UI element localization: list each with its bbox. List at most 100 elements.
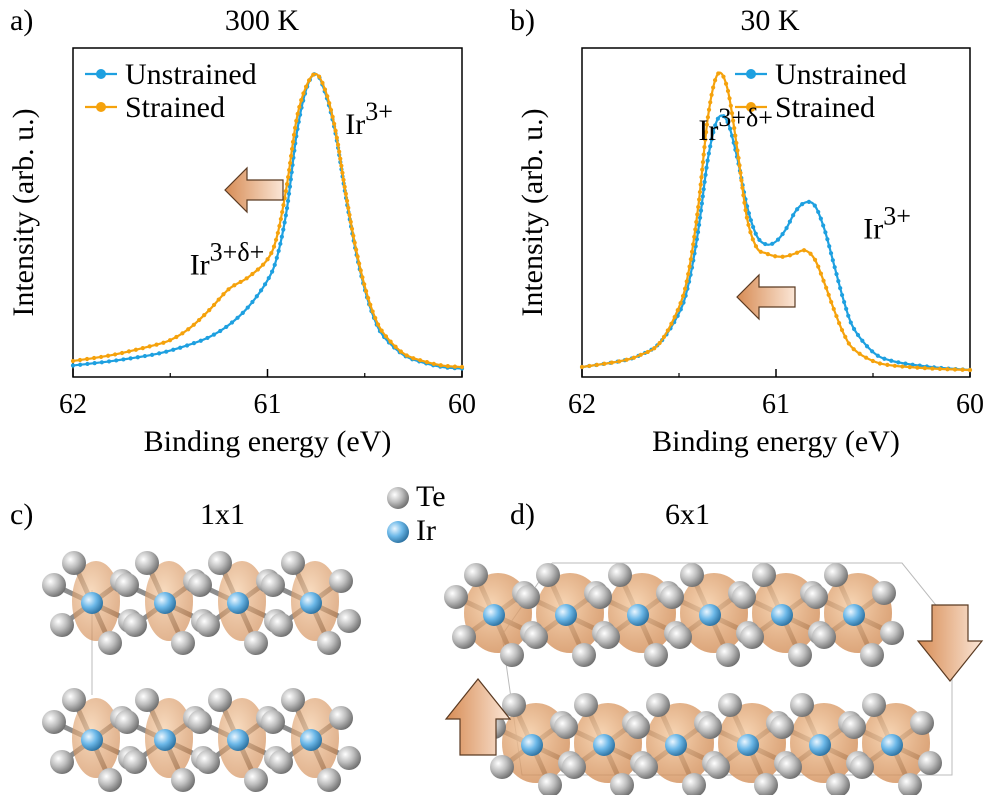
data-point-unstrained: [753, 231, 758, 236]
te-atom: [554, 715, 578, 739]
x-tick-label: 61: [762, 389, 790, 420]
data-point-strained: [459, 364, 465, 370]
data-point-unstrained: [787, 219, 792, 224]
te-atom: [42, 710, 66, 734]
panel-d-label: d): [510, 498, 535, 531]
te-atom: [244, 631, 268, 655]
data-point-unstrained: [274, 255, 279, 260]
data-point-unstrained: [696, 222, 702, 228]
panel-b-title: 30 K: [740, 4, 800, 37]
data-point-unstrained: [149, 352, 155, 357]
data-point-strained: [907, 365, 912, 370]
te-atom: [115, 573, 139, 597]
data-point-unstrained: [821, 223, 826, 228]
data-point-strained: [686, 271, 691, 277]
te-atom: [208, 688, 232, 712]
te-atom: [668, 625, 692, 649]
data-point-strained: [375, 322, 381, 327]
data-point-unstrained: [106, 359, 112, 364]
data-point-strained: [704, 122, 710, 127]
data-point-strained: [363, 289, 369, 294]
data-point-unstrained: [706, 151, 711, 156]
data-point-strained: [337, 149, 342, 154]
data-point-strained: [705, 115, 711, 120]
ir-atom: [555, 604, 577, 626]
data-point-strained: [327, 100, 332, 106]
te-atom: [804, 585, 828, 609]
te-atom: [778, 755, 802, 779]
data-point-strained: [238, 279, 243, 285]
data-point-strained: [645, 349, 650, 355]
ir-atom: [81, 592, 103, 614]
ir-atom: [483, 604, 505, 626]
data-point-strained: [347, 212, 352, 217]
data-point-strained: [70, 358, 76, 364]
data-point-strained: [737, 163, 742, 168]
data-point-unstrained: [825, 237, 830, 242]
data-point-unstrained: [121, 357, 126, 362]
data-point-strained: [202, 313, 207, 318]
data-point-strained: [688, 257, 693, 262]
data-point-strained: [332, 121, 337, 126]
data-point-unstrained: [828, 251, 834, 256]
data-point-strained: [711, 85, 716, 90]
te-atom: [754, 773, 778, 795]
data-point-strained: [398, 349, 403, 354]
data-point-strained: [693, 227, 698, 232]
data-point-strained: [816, 264, 821, 269]
te-atom: [188, 710, 212, 734]
data-point-strained: [731, 118, 736, 123]
legend-marker-strained: [746, 102, 756, 112]
data-point-strained: [299, 98, 304, 103]
data-point-strained: [682, 286, 688, 291]
ir-atom: [771, 604, 793, 626]
data-point-strained: [84, 356, 90, 362]
data-point-strained: [624, 357, 629, 362]
data-point-strained: [733, 133, 738, 138]
data-point-strained: [864, 355, 869, 360]
x-axis-label: Binding energy (eV): [144, 425, 392, 458]
data-point-strained: [930, 366, 935, 371]
data-point-unstrained: [205, 335, 210, 341]
data-point-strained: [846, 341, 851, 346]
data-point-strained: [687, 264, 692, 269]
data-point-unstrained: [827, 244, 832, 249]
te-atom: [812, 625, 836, 649]
data-point-unstrained: [258, 288, 264, 293]
data-point-strained: [112, 352, 118, 357]
data-point-strained: [232, 283, 237, 288]
data-point-unstrained: [830, 258, 835, 263]
data-point-strained: [418, 358, 423, 363]
data-point-strained: [824, 285, 829, 290]
data-point-unstrained: [757, 237, 762, 243]
data-point-strained: [301, 91, 306, 96]
te-atom: [196, 613, 220, 637]
data-point-strained: [393, 344, 398, 349]
data-point-strained: [579, 364, 585, 370]
data-point-strained: [915, 365, 920, 370]
legend-label-strained: Strained: [775, 91, 875, 124]
data-point-strained: [837, 321, 842, 326]
data-point-strained: [167, 338, 173, 343]
data-point-strained: [701, 152, 706, 157]
panel-d-title: 6x1: [665, 498, 710, 531]
te-atom: [596, 625, 620, 649]
te-atom: [171, 631, 195, 655]
data-point-unstrained: [855, 332, 861, 338]
data-point-strained: [289, 146, 295, 152]
data-point-strained: [699, 174, 704, 180]
te-atom: [135, 551, 159, 575]
data-point-strained: [277, 223, 282, 229]
data-point-strained: [851, 347, 856, 352]
structure-6x1-image: [444, 562, 984, 795]
data-point-strained: [732, 126, 737, 131]
te-atom: [634, 755, 658, 779]
data-point-strained: [388, 339, 393, 344]
te-atom: [718, 693, 742, 717]
data-point-strained: [780, 254, 785, 259]
data-point-strained: [839, 327, 845, 333]
data-point-strained: [692, 234, 697, 239]
data-point-strained: [773, 254, 778, 259]
data-point-strained: [250, 271, 255, 277]
data-point-strained: [341, 177, 346, 182]
